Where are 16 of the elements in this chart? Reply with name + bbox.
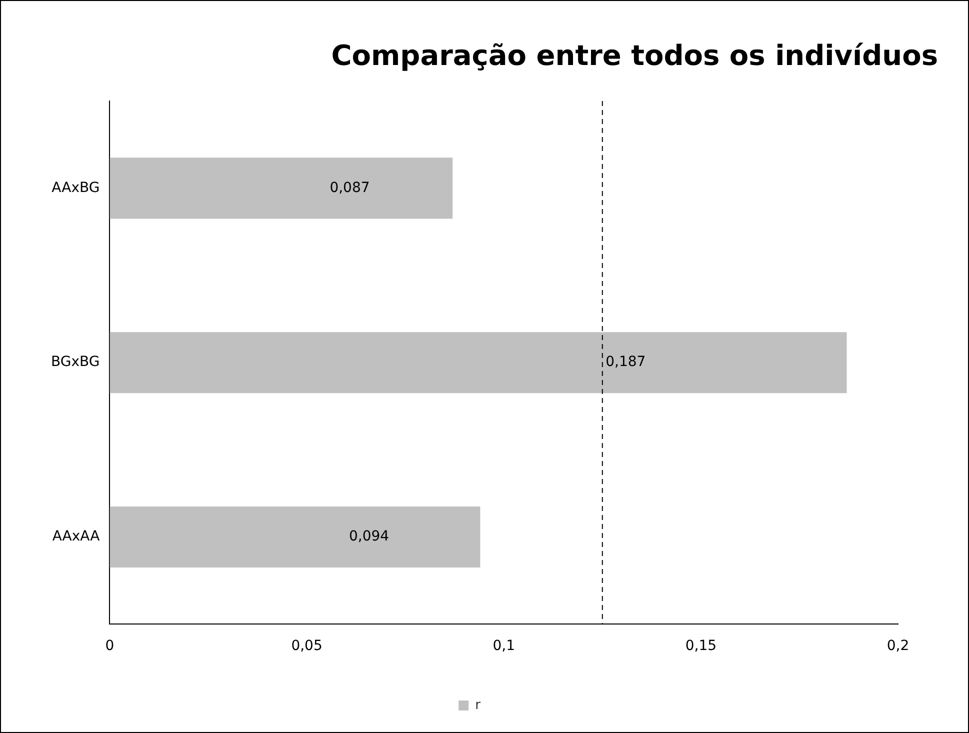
x-tick-label: 0,1	[492, 638, 515, 654]
legend-label: r	[475, 698, 482, 713]
bar	[110, 506, 480, 568]
y-tick-label: AAxBG	[52, 180, 100, 196]
x-tick-label: 0,15	[685, 638, 717, 654]
chart-title: Comparação entre todos os indivíduos	[331, 39, 938, 72]
data-label: 0,094	[349, 528, 390, 545]
x-tick-label: 0,05	[291, 638, 322, 654]
bar	[110, 158, 453, 219]
data-label: 0,187	[606, 354, 646, 370]
x-tick-label: 0,2	[886, 638, 910, 654]
x-tick-label: 0	[105, 638, 114, 654]
y-tick-label: BGxBG	[50, 354, 100, 370]
data-label: 0,087	[330, 180, 370, 196]
bar	[110, 332, 847, 394]
y-tick-label: AAxAA	[52, 528, 100, 545]
